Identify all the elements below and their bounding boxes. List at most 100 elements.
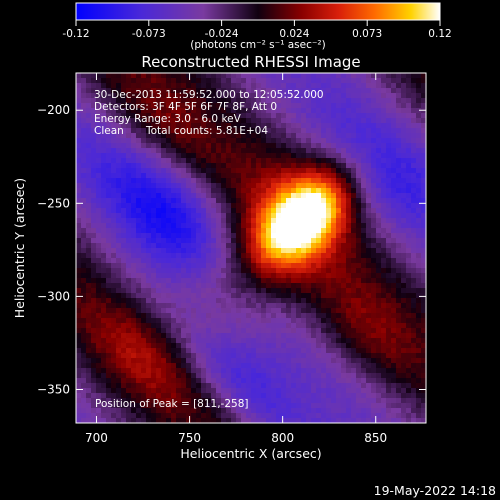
heatmap-cell <box>186 388 192 394</box>
heatmap-cell <box>291 138 297 144</box>
heatmap-cell <box>306 223 312 229</box>
heatmap-cell <box>76 308 82 314</box>
heatmap-cell <box>206 253 212 259</box>
heatmap-cell <box>226 143 232 149</box>
heatmap-cell <box>211 233 217 239</box>
heatmap-cell <box>346 118 352 124</box>
heatmap-cell <box>211 228 217 234</box>
heatmap-cell <box>131 118 137 124</box>
heatmap-cell <box>311 363 317 369</box>
heatmap-cell <box>86 338 92 344</box>
heatmap-cell <box>141 123 147 129</box>
heatmap-cell <box>321 173 327 179</box>
heatmap-cell <box>91 418 97 423</box>
heatmap-cell <box>176 238 182 244</box>
heatmap-cell <box>266 158 272 164</box>
heatmap-cell <box>246 368 252 374</box>
heatmap-cell <box>391 138 397 144</box>
heatmap-cell <box>361 283 367 289</box>
heatmap-cell <box>351 358 357 364</box>
heatmap-cell <box>206 293 212 299</box>
heatmap-cell <box>221 213 227 219</box>
heatmap-cell <box>81 398 87 404</box>
heatmap-cell <box>126 238 132 244</box>
heatmap-cell <box>196 213 202 219</box>
heatmap-cell <box>126 143 132 149</box>
heatmap-cell <box>176 128 182 134</box>
heatmap-cell <box>366 373 372 379</box>
heatmap-cell <box>126 138 132 144</box>
heatmap-cell <box>181 168 187 174</box>
heatmap-cell <box>186 178 192 184</box>
heatmap-cell <box>346 288 352 294</box>
heatmap-cell <box>151 368 157 374</box>
heatmap-cell <box>281 173 287 179</box>
heatmap-cell <box>361 93 367 99</box>
heatmap-cell <box>196 408 202 414</box>
heatmap-cell <box>361 218 367 224</box>
heatmap-cell <box>241 88 247 94</box>
heatmap-cell <box>126 133 132 139</box>
heatmap-cell <box>361 138 367 144</box>
x-tick-label: 700 <box>85 431 108 445</box>
heatmap-cell <box>281 143 287 149</box>
heatmap-cell <box>216 388 222 394</box>
heatmap-cell <box>291 228 297 234</box>
heatmap-cell <box>156 108 162 114</box>
heatmap-cell <box>206 403 212 409</box>
heatmap-cell <box>111 88 117 94</box>
heatmap-cell <box>296 398 302 404</box>
heatmap-cell <box>311 338 317 344</box>
heatmap-cell <box>236 283 242 289</box>
heatmap-cell <box>256 203 262 209</box>
heatmap-cell <box>321 393 327 399</box>
heatmap-cell <box>256 158 262 164</box>
heatmap-cell <box>196 243 202 249</box>
heatmap-cell <box>196 273 202 279</box>
heatmap-cell <box>241 328 247 334</box>
heatmap-cell <box>131 313 137 319</box>
heatmap-cell <box>256 148 262 154</box>
heatmap-cell <box>411 263 417 269</box>
heatmap-cell <box>166 418 172 423</box>
heatmap-cell <box>131 303 137 309</box>
heatmap-cell <box>91 343 97 349</box>
heatmap-cell <box>221 398 227 404</box>
heatmap-cell <box>131 258 137 264</box>
heatmap-cell <box>301 318 307 324</box>
heatmap-cell <box>196 188 202 194</box>
heatmap-cell <box>376 333 382 339</box>
heatmap-cell <box>351 183 357 189</box>
heatmap-cell <box>181 278 187 284</box>
heatmap-cell <box>386 93 392 99</box>
heatmap-cell <box>156 353 162 359</box>
heatmap-cell <box>251 228 257 234</box>
heatmap-cell <box>351 203 357 209</box>
heatmap-cell <box>316 88 322 94</box>
heatmap-cell <box>106 118 112 124</box>
heatmap-cell <box>331 283 337 289</box>
heatmap-cell <box>91 363 97 369</box>
heatmap-cell <box>196 278 202 284</box>
heatmap-cell <box>291 413 297 419</box>
heatmap-cell <box>186 368 192 374</box>
heatmap-cell <box>176 233 182 239</box>
heatmap-cell <box>221 368 227 374</box>
heatmap-cell <box>91 93 97 99</box>
heatmap-cell <box>186 108 192 114</box>
heatmap-cell <box>81 388 87 394</box>
heatmap-cell <box>141 108 147 114</box>
heatmap-cell <box>346 378 352 384</box>
heatmap-cell <box>356 73 362 79</box>
heatmap-cell <box>411 113 417 119</box>
heatmap-cell <box>96 133 102 139</box>
heatmap-cell <box>206 218 212 224</box>
heatmap-cell <box>401 163 407 169</box>
heatmap-cell <box>386 323 392 329</box>
heatmap-cell <box>156 223 162 229</box>
heatmap-cell <box>261 383 267 389</box>
heatmap-cell <box>316 228 322 234</box>
heatmap-cell <box>101 83 107 89</box>
heatmap-cell <box>301 148 307 154</box>
heatmap-cell <box>96 213 102 219</box>
